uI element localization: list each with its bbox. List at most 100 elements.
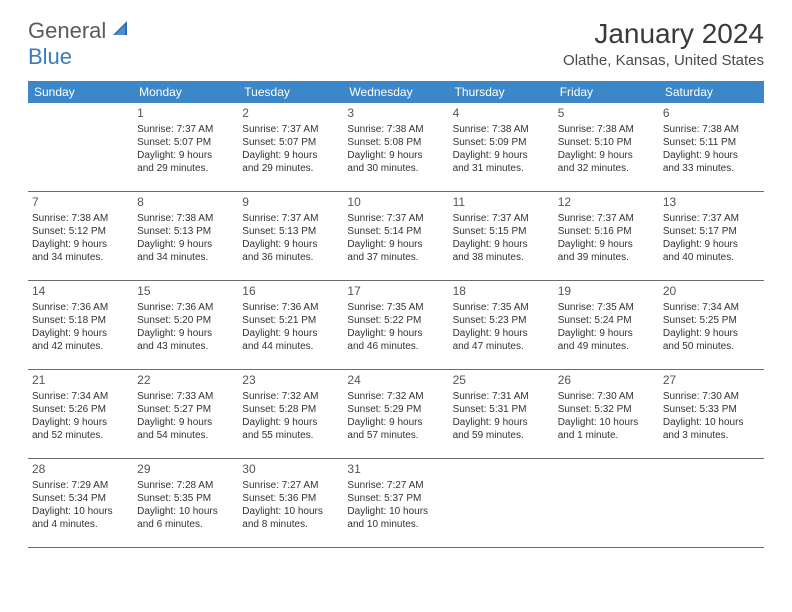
day-cell: 4Sunrise: 7:38 AMSunset: 5:09 PMDaylight… [449, 103, 554, 191]
day-info-line: Sunrise: 7:38 AM [137, 212, 234, 225]
day-info-line: Sunrise: 7:28 AM [137, 479, 234, 492]
day-number: 15 [137, 284, 234, 300]
day-header-cell: Saturday [659, 81, 764, 103]
day-info-line: Sunrise: 7:34 AM [663, 301, 760, 314]
day-cell: 7Sunrise: 7:38 AMSunset: 5:12 PMDaylight… [28, 192, 133, 280]
day-cell: 28Sunrise: 7:29 AMSunset: 5:34 PMDayligh… [28, 459, 133, 547]
day-cell: 30Sunrise: 7:27 AMSunset: 5:36 PMDayligh… [238, 459, 343, 547]
day-cell: 29Sunrise: 7:28 AMSunset: 5:35 PMDayligh… [133, 459, 238, 547]
day-info-line: Sunset: 5:10 PM [558, 136, 655, 149]
day-info-line: Daylight: 9 hours [32, 238, 129, 251]
day-info-line: Sunrise: 7:36 AM [137, 301, 234, 314]
day-number: 1 [137, 106, 234, 122]
day-number: 23 [242, 373, 339, 389]
day-info-line: Sunrise: 7:35 AM [558, 301, 655, 314]
day-number: 3 [347, 106, 444, 122]
day-cell: 1Sunrise: 7:37 AMSunset: 5:07 PMDaylight… [133, 103, 238, 191]
day-info-line: Sunrise: 7:35 AM [347, 301, 444, 314]
day-info-line: Sunrise: 7:35 AM [453, 301, 550, 314]
day-cell: 16Sunrise: 7:36 AMSunset: 5:21 PMDayligh… [238, 281, 343, 369]
day-number: 11 [453, 195, 550, 211]
day-number: 27 [663, 373, 760, 389]
day-number: 31 [347, 462, 444, 478]
day-info-line: Sunrise: 7:37 AM [242, 212, 339, 225]
logo-text-blue: Blue [28, 44, 72, 69]
day-info-line: Daylight: 9 hours [347, 238, 444, 251]
day-info-line: and 4 minutes. [32, 518, 129, 531]
day-info-line: and 37 minutes. [347, 251, 444, 264]
day-info-line: Daylight: 9 hours [347, 416, 444, 429]
day-info-line: and 36 minutes. [242, 251, 339, 264]
day-number: 28 [32, 462, 129, 478]
weeks-container: 1Sunrise: 7:37 AMSunset: 5:07 PMDaylight… [28, 103, 764, 548]
day-info-line: Sunrise: 7:38 AM [663, 123, 760, 136]
day-info-line: and 47 minutes. [453, 340, 550, 353]
day-info-line: Daylight: 9 hours [137, 238, 234, 251]
day-info-line: Daylight: 9 hours [453, 149, 550, 162]
day-info-line: Sunrise: 7:33 AM [137, 390, 234, 403]
day-header-cell: Monday [133, 81, 238, 103]
day-info-line: Sunset: 5:12 PM [32, 225, 129, 238]
day-info-line: Sunset: 5:20 PM [137, 314, 234, 327]
day-cell: 15Sunrise: 7:36 AMSunset: 5:20 PMDayligh… [133, 281, 238, 369]
day-info-line: and 57 minutes. [347, 429, 444, 442]
day-number: 24 [347, 373, 444, 389]
day-header-cell: Wednesday [343, 81, 448, 103]
day-info-line: Sunrise: 7:37 AM [242, 123, 339, 136]
day-cell: 25Sunrise: 7:31 AMSunset: 5:31 PMDayligh… [449, 370, 554, 458]
day-info-line: and 40 minutes. [663, 251, 760, 264]
calendar: SundayMondayTuesdayWednesdayThursdayFrid… [28, 81, 764, 548]
day-info-line: Sunset: 5:37 PM [347, 492, 444, 505]
day-info-line: Daylight: 9 hours [137, 416, 234, 429]
day-number: 29 [137, 462, 234, 478]
day-info-line: Sunrise: 7:37 AM [347, 212, 444, 225]
day-number: 30 [242, 462, 339, 478]
day-info-line: Sunset: 5:23 PM [453, 314, 550, 327]
day-info-line: Sunset: 5:31 PM [453, 403, 550, 416]
day-info-line: and 44 minutes. [242, 340, 339, 353]
logo-text-general: General [28, 18, 106, 44]
day-info-line: Sunset: 5:22 PM [347, 314, 444, 327]
header: General January 2024 Olathe, Kansas, Uni… [0, 0, 792, 73]
day-cell: 11Sunrise: 7:37 AMSunset: 5:15 PMDayligh… [449, 192, 554, 280]
day-cell: 6Sunrise: 7:38 AMSunset: 5:11 PMDaylight… [659, 103, 764, 191]
day-number: 19 [558, 284, 655, 300]
day-info-line: Daylight: 9 hours [663, 327, 760, 340]
logo: General [28, 18, 133, 44]
day-info-line: Sunrise: 7:37 AM [137, 123, 234, 136]
day-info-line: Sunset: 5:16 PM [558, 225, 655, 238]
day-cell: 12Sunrise: 7:37 AMSunset: 5:16 PMDayligh… [554, 192, 659, 280]
day-cell [554, 459, 659, 547]
day-info-line: Sunset: 5:13 PM [242, 225, 339, 238]
day-number: 18 [453, 284, 550, 300]
day-info-line: and 10 minutes. [347, 518, 444, 531]
day-info-line: Daylight: 10 hours [558, 416, 655, 429]
day-info-line: Daylight: 9 hours [32, 416, 129, 429]
day-number: 13 [663, 195, 760, 211]
day-info-line: Daylight: 9 hours [558, 149, 655, 162]
day-number: 21 [32, 373, 129, 389]
day-info-line: and 39 minutes. [558, 251, 655, 264]
day-number: 2 [242, 106, 339, 122]
day-info-line: Sunset: 5:11 PM [663, 136, 760, 149]
day-info-line: and 59 minutes. [453, 429, 550, 442]
day-info-line: Daylight: 9 hours [137, 149, 234, 162]
day-number: 5 [558, 106, 655, 122]
day-header-cell: Sunday [28, 81, 133, 103]
week-row: 14Sunrise: 7:36 AMSunset: 5:18 PMDayligh… [28, 281, 764, 370]
day-info-line: Sunset: 5:35 PM [137, 492, 234, 505]
day-info-line: and 43 minutes. [137, 340, 234, 353]
day-info-line: Sunset: 5:27 PM [137, 403, 234, 416]
day-info-line: Daylight: 9 hours [137, 327, 234, 340]
day-info-line: Sunrise: 7:38 AM [558, 123, 655, 136]
day-info-line: Sunrise: 7:38 AM [32, 212, 129, 225]
location-text: Olathe, Kansas, United States [563, 52, 764, 69]
day-info-line: Sunset: 5:09 PM [453, 136, 550, 149]
day-info-line: Daylight: 9 hours [558, 327, 655, 340]
day-number: 12 [558, 195, 655, 211]
day-info-line: Sunset: 5:07 PM [242, 136, 339, 149]
day-info-line: Sunrise: 7:30 AM [663, 390, 760, 403]
day-cell [449, 459, 554, 547]
day-number: 25 [453, 373, 550, 389]
day-info-line: Sunset: 5:34 PM [32, 492, 129, 505]
